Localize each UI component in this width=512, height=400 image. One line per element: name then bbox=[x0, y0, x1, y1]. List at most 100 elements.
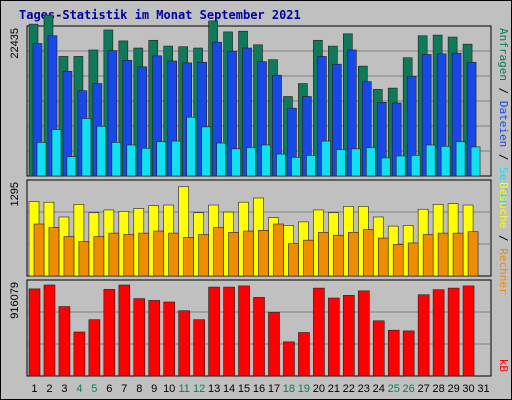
bar-seiten-day-26 bbox=[410, 155, 421, 177]
bar-rechner-day-8 bbox=[138, 232, 150, 277]
bar-rechner-day-12 bbox=[198, 234, 209, 277]
bar-seiten-day-24 bbox=[380, 157, 391, 177]
bar-seiten-day-6 bbox=[111, 142, 122, 177]
chart-title: Tages-Statistik im Monat September 2021 bbox=[19, 8, 301, 22]
bar-rechner-day-29 bbox=[452, 232, 464, 277]
y-scale-label-visits: 1295 bbox=[9, 182, 21, 206]
bar-rechner-day-27 bbox=[422, 234, 434, 277]
bar-seiten-day-5 bbox=[96, 125, 107, 177]
bar-kb-day-10 bbox=[163, 301, 176, 377]
bar-kb-day-11 bbox=[178, 310, 190, 377]
x-tick-label-day-15: 15 bbox=[238, 383, 250, 395]
bar-rechner-day-4 bbox=[78, 241, 90, 277]
x-tick-label-day-29: 29 bbox=[447, 383, 459, 395]
bar-kb-day-23 bbox=[357, 290, 370, 377]
x-tick-label-day-13: 13 bbox=[208, 383, 220, 395]
x-tick-label-day-18: 18 bbox=[283, 383, 295, 395]
x-tick-label-day-19: 19 bbox=[298, 383, 310, 395]
bar-kb-day-26 bbox=[402, 330, 415, 377]
x-tick-label-day-27: 27 bbox=[418, 383, 430, 395]
bar-seiten-day-7 bbox=[126, 144, 137, 177]
bar-kb-day-21 bbox=[328, 297, 340, 377]
bar-seiten-day-29 bbox=[455, 141, 466, 177]
bar-seiten-day-2 bbox=[51, 129, 62, 177]
x-tick-label-day-30: 30 bbox=[462, 383, 474, 395]
bar-rechner-day-15 bbox=[243, 230, 254, 277]
bar-rechner-day-13 bbox=[213, 227, 224, 277]
bar-kb-day-20 bbox=[313, 287, 325, 377]
bar-kb-day-18 bbox=[283, 341, 295, 377]
x-tick-label-day-10: 10 bbox=[163, 383, 175, 395]
bar-rechner-day-2 bbox=[48, 227, 60, 277]
bar-rechner-day-20 bbox=[318, 232, 329, 277]
x-tick-label-day-28: 28 bbox=[432, 383, 444, 395]
legend-labels-volume: kB bbox=[497, 359, 510, 373]
legend-kb: kB bbox=[497, 359, 510, 373]
legend-seiten: Seiten bbox=[497, 167, 510, 207]
bar-rechner-day-21 bbox=[333, 234, 344, 277]
bar-seiten-day-19 bbox=[306, 155, 316, 177]
bar-kb-day-6 bbox=[103, 289, 116, 377]
bar-seiten-day-22 bbox=[351, 148, 361, 177]
bar-rechner-day-16 bbox=[258, 230, 269, 277]
bar-kb-day-9 bbox=[148, 300, 161, 377]
x-tick-label-day-7: 7 bbox=[121, 383, 127, 395]
bar-kb-day-17 bbox=[268, 312, 280, 377]
x-tick-label-day-2: 2 bbox=[46, 383, 52, 395]
bar-rechner-day-10 bbox=[168, 232, 180, 277]
x-tick-label-day-9: 9 bbox=[151, 383, 157, 395]
bar-rechner-day-14 bbox=[228, 232, 239, 277]
bar-seiten-day-25 bbox=[395, 155, 406, 177]
bar-rechner-day-18 bbox=[288, 243, 299, 277]
bar-rechner-day-17 bbox=[273, 223, 284, 277]
legend-separator: / bbox=[497, 81, 510, 101]
x-tick-label-day-12: 12 bbox=[193, 383, 205, 395]
x-tick-label-day-22: 22 bbox=[343, 383, 355, 395]
x-tick-label-day-6: 6 bbox=[106, 383, 112, 395]
x-tick-label-day-24: 24 bbox=[373, 383, 385, 395]
x-tick-label-day-8: 8 bbox=[136, 383, 142, 395]
x-tick-label-day-20: 20 bbox=[313, 383, 325, 395]
x-tick-label-day-17: 17 bbox=[268, 383, 280, 395]
bar-seiten-day-3 bbox=[66, 156, 77, 177]
bar-rechner-day-11 bbox=[183, 237, 194, 277]
bar-seiten-day-15 bbox=[246, 147, 256, 177]
legend-anfragen: Anfragen bbox=[497, 28, 510, 81]
legend-separator: / bbox=[497, 228, 510, 248]
bar-kb-day-25 bbox=[387, 329, 400, 377]
bar-kb-day-2 bbox=[43, 284, 56, 377]
x-tick-label-day-23: 23 bbox=[358, 383, 370, 395]
bar-rechner-day-26 bbox=[407, 242, 419, 277]
x-tick-label-day-3: 3 bbox=[61, 383, 67, 395]
x-tick-label-day-1: 1 bbox=[31, 383, 37, 395]
legend-labels-visits: Besuche / Rechner bbox=[497, 182, 510, 295]
y-scale-label-volume: 916079 bbox=[9, 282, 21, 319]
bar-seiten-day-23 bbox=[365, 147, 376, 177]
bar-seiten-day-10 bbox=[171, 140, 182, 177]
bar-seiten-day-30 bbox=[470, 146, 481, 177]
bar-seiten-day-28 bbox=[440, 145, 451, 177]
bar-rechner-day-25 bbox=[392, 244, 404, 277]
bar-seiten-day-8 bbox=[141, 147, 152, 177]
bar-seiten-day-16 bbox=[261, 144, 271, 177]
bar-rechner-day-22 bbox=[348, 232, 359, 277]
bar-kb-day-28 bbox=[432, 289, 445, 377]
bar-seiten-day-21 bbox=[336, 149, 346, 177]
bar-rechner-day-30 bbox=[467, 231, 479, 277]
legend-besuche: Besuche bbox=[497, 182, 510, 228]
bar-seiten-day-11 bbox=[186, 116, 196, 177]
legend-dateien: Dateien bbox=[497, 101, 510, 147]
bar-kb-day-8 bbox=[133, 298, 146, 377]
bar-kb-day-29 bbox=[447, 287, 460, 377]
bar-kb-day-4 bbox=[73, 331, 86, 377]
bar-kb-day-22 bbox=[343, 295, 355, 377]
x-tick-label-day-11: 11 bbox=[178, 383, 189, 395]
x-tick-label-day-16: 16 bbox=[253, 383, 265, 395]
bar-kb-day-7 bbox=[118, 284, 131, 377]
x-tick-label-day-31: 31 bbox=[477, 383, 489, 395]
bar-seiten-day-18 bbox=[291, 156, 301, 177]
bar-kb-day-12 bbox=[193, 319, 205, 377]
x-tick-label-day-14: 14 bbox=[223, 383, 235, 395]
bar-seiten-day-17 bbox=[276, 153, 286, 177]
bar-rechner-day-19 bbox=[303, 239, 314, 277]
